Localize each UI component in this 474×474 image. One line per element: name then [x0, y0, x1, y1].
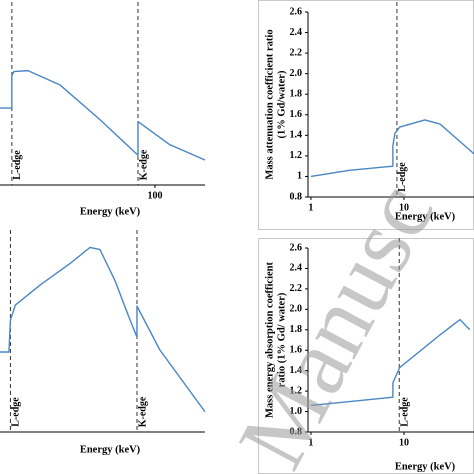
y-tick-label: 2.2	[290, 47, 303, 58]
x-axis-title: Energy (keV)	[80, 444, 141, 455]
y-axis-title: ratio (1% Gd/ water)	[276, 292, 287, 387]
y-axis-title: Mass energy absorption coefficient	[264, 261, 275, 418]
data-line	[0, 246, 206, 413]
y-tick-label: 1.8	[290, 89, 303, 100]
y-tick-label: 1.4	[290, 365, 303, 376]
edge-label: L-edge	[400, 397, 411, 427]
y-tick-label: 2.4	[290, 263, 303, 274]
y-axis-title: Mass attenuation coefficient ratio	[264, 29, 275, 179]
y-tick-label: 2.4	[290, 27, 303, 38]
y-axis-title: (1% Gd/water)	[276, 70, 287, 138]
x-tick-label: 1	[308, 202, 313, 213]
y-tick-label: 0.8	[290, 426, 303, 437]
data-line	[0, 69, 206, 161]
data-line	[310, 119, 474, 178]
x-axis-title: Energy (keV)	[395, 211, 456, 222]
y-tick-label: 2.6	[290, 242, 303, 253]
y-tick-label: 1.8	[290, 324, 303, 335]
x-axis-title: Energy (keV)	[395, 461, 456, 472]
edge-label: L-edge	[397, 162, 408, 192]
y-tick-label: 1.2	[290, 385, 303, 396]
y-tick-label: 1.6	[290, 109, 303, 120]
y-tick-label: 1	[297, 171, 302, 182]
x-tick-label: 1	[308, 437, 313, 448]
x-tick-label: 10	[399, 437, 409, 448]
watermark: Manusc	[217, 166, 454, 474]
y-tick-label: 1.6	[290, 345, 303, 356]
data-line	[310, 318, 471, 407]
y-tick-label: 2.0	[290, 304, 303, 315]
y-tick-label: 2.0	[290, 68, 303, 79]
edge-label: L-edge	[12, 150, 23, 180]
edge-label: L-edge	[11, 397, 22, 427]
edge-label: K-edge	[137, 396, 148, 427]
x-tick-label: 100	[147, 190, 162, 201]
x-axis-title: Energy (keV)	[80, 206, 141, 217]
y-tick-label: 2.2	[290, 283, 303, 294]
y-tick-label: 1.0	[290, 406, 303, 417]
y-tick-label: 1.4	[290, 130, 303, 141]
x-tick-label: 10	[399, 202, 409, 213]
y-tick-label: 2.6	[290, 6, 303, 17]
edge-label: K-edge	[138, 149, 149, 180]
y-tick-label: 1.2	[290, 150, 303, 161]
y-tick-label: 0.8	[290, 191, 303, 202]
